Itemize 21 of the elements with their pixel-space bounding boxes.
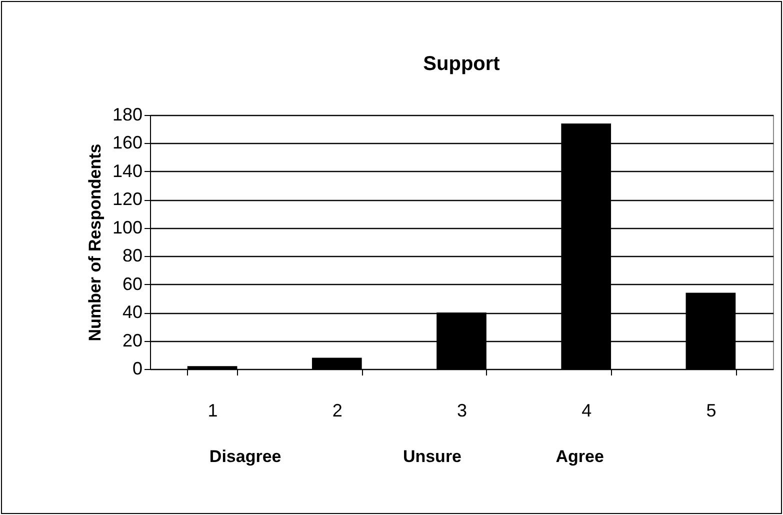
y-tick-label: 120	[112, 189, 142, 210]
x-tick-label: 3	[456, 400, 468, 420]
text: Unsure	[402, 447, 462, 466]
y-tick-label: 160	[112, 132, 142, 153]
bar	[312, 358, 362, 369]
y-axis-title: Number of Respondents	[85, 144, 104, 342]
y-tick-label: 20	[122, 330, 142, 350]
y-tick-label: 0	[132, 358, 142, 378]
y-tick-label: 80	[122, 246, 142, 266]
x-tick-label: 4	[582, 400, 592, 420]
text: Disagree	[209, 447, 282, 466]
chart-title: Support	[423, 53, 500, 75]
text: Agree	[556, 447, 604, 466]
y-tick-label: 60	[122, 274, 142, 294]
y-tick-label: 140	[112, 160, 142, 181]
x-tick-label: 2	[332, 400, 342, 420]
x-tick-label: 1	[208, 400, 218, 420]
y-tick-label: 100	[112, 217, 142, 238]
y-tick-label: 180	[112, 104, 142, 124]
x-tick-label: 5	[706, 400, 716, 420]
y-tick-label: 40	[122, 302, 142, 322]
